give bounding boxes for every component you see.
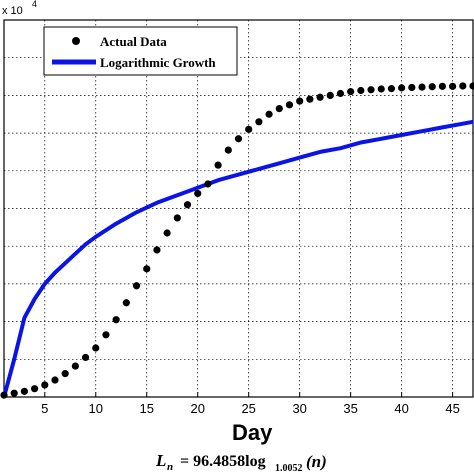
legend-label-actual: Actual Data [100, 34, 167, 49]
grid [4, 20, 473, 397]
data-point-actual [234, 135, 243, 143]
data-point-actual [418, 83, 426, 91]
x-tick-label: 25 [241, 401, 255, 416]
data-point-actual [214, 161, 222, 169]
formula-lhs: L [155, 451, 166, 470]
x-tick-label: 5 [41, 401, 48, 416]
data-point-actual [336, 89, 345, 98]
data-point-actual [143, 265, 151, 273]
data-point-actual [20, 387, 28, 395]
data-point-actual [367, 86, 375, 94]
formula-eq: = 96.4858log [180, 453, 266, 470]
data-point-actual [285, 101, 294, 109]
data-point-actual [61, 370, 69, 378]
data-point-actual [296, 97, 304, 105]
data-point-actual [255, 118, 263, 126]
data-point-actual [306, 95, 314, 103]
data-point-actual [0, 391, 8, 399]
data-point-actual [173, 214, 181, 222]
data-point-actual [377, 85, 385, 93]
data-point-actual [112, 316, 120, 324]
formula-arg: (n) [306, 452, 327, 471]
data-point-actual [316, 93, 324, 101]
data-point-actual [347, 88, 355, 96]
data-point-actual [122, 299, 130, 307]
data-point-actual [398, 84, 406, 92]
legend: Actual Data Logarithmic Growth [43, 26, 238, 76]
data-point-actual [81, 353, 90, 362]
data-point-actual [408, 83, 416, 92]
x-axis-ticks: 5 10 15 20 25 30 35 40 45 [41, 392, 460, 416]
data-point-actual [245, 125, 253, 133]
x-tick-label: 15 [140, 401, 154, 416]
data-point-actual [51, 376, 59, 384]
x-tick-label: 35 [343, 401, 357, 416]
legend-marker-actual [72, 37, 80, 45]
formula-lhs-sub: n [167, 461, 173, 473]
x-tick-label: 45 [445, 401, 459, 416]
x-tick-label: 10 [89, 401, 103, 416]
data-point-actual [428, 83, 436, 91]
data-point-actual [183, 201, 192, 209]
legend-label-logarithmic: Logarithmic Growth [100, 55, 216, 70]
legend-box [43, 26, 238, 76]
series-layer [0, 82, 474, 399]
data-point-actual [153, 246, 161, 254]
data-point-actual [449, 82, 457, 90]
exponent-base: x 10 [2, 5, 23, 17]
data-point-actual [41, 381, 49, 389]
data-point-actual [92, 344, 100, 352]
data-point-actual [204, 180, 212, 188]
data-point-actual [163, 229, 171, 237]
formula-log-sub: 1.0052 [275, 463, 303, 474]
data-point-actual [10, 389, 18, 397]
data-point-actual [387, 85, 396, 93]
x-tick-label: 20 [190, 401, 204, 416]
x-axis-label: Day [232, 420, 273, 445]
data-point-actual [469, 82, 474, 90]
data-point-actual [102, 331, 110, 339]
data-point-actual [326, 91, 334, 99]
data-point-actual [224, 146, 232, 154]
x-tick-label: 30 [292, 401, 306, 416]
data-point-actual [357, 86, 365, 95]
series-line-logarithmic-growth [2, 119, 474, 398]
data-point-actual [71, 362, 79, 370]
data-point-actual [438, 82, 447, 90]
plot-frame [3, 19, 474, 398]
data-point-actual [265, 110, 273, 118]
exponent-power: 4 [32, 0, 37, 9]
formula: L n = 96.4858log 1.0052 (n) [155, 451, 327, 474]
data-point-actual [132, 282, 141, 290]
x-tick-label: 40 [394, 401, 408, 416]
data-point-actual [275, 104, 283, 113]
data-point-actual [194, 189, 202, 198]
data-point-actual [459, 82, 467, 90]
data-point-actual [30, 385, 39, 393]
